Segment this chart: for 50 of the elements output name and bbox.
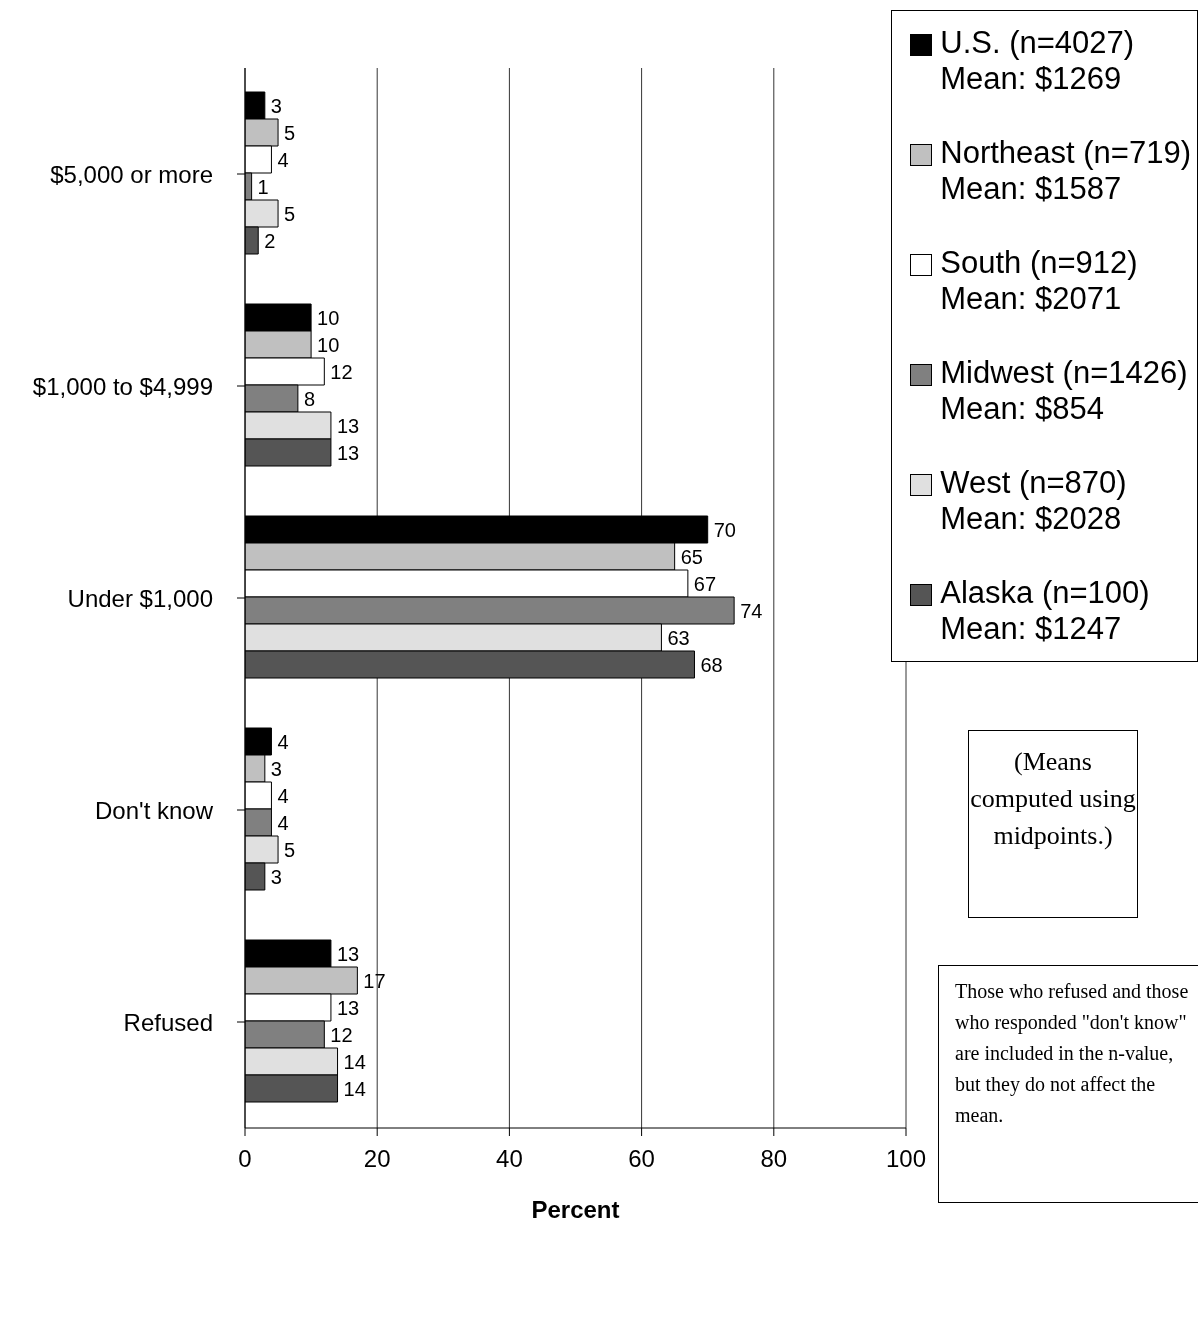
data-label: 14 xyxy=(343,1050,366,1073)
y-tick-label: Under $1,000 xyxy=(67,584,213,612)
data-label: 3 xyxy=(270,757,282,780)
data-label: 13 xyxy=(336,414,360,437)
x-axis-title: Percent xyxy=(531,1196,620,1223)
data-label: 67 xyxy=(693,572,717,595)
data-label: 13 xyxy=(336,942,360,965)
data-label: 5 xyxy=(284,838,296,861)
data-label: 70 xyxy=(713,518,736,541)
legend-label: Northeast (n=719) Mean: $1587 xyxy=(940,135,1191,207)
data-label: 63 xyxy=(667,626,690,649)
x-tick-label: 20 xyxy=(363,1145,391,1173)
data-label: 5 xyxy=(284,121,296,144)
data-label: 65 xyxy=(680,545,703,568)
data-label: 13 xyxy=(336,441,360,464)
y-tick-label: $5,000 or more xyxy=(50,160,213,188)
data-label: 4 xyxy=(277,148,289,171)
y-tick-label: $1,000 to $4,999 xyxy=(32,372,213,400)
y-tick-label: Refused xyxy=(123,1008,213,1036)
y-tick-label: Don't know xyxy=(95,796,214,824)
data-label: 14 xyxy=(343,1077,366,1100)
data-label: 10 xyxy=(317,333,340,356)
x-tick-label: 100 xyxy=(885,1145,927,1173)
text: (Means computed using midpoints.) xyxy=(968,730,1138,918)
data-label: 5 xyxy=(284,202,296,225)
legend-label: Alaska (n=100) Mean: $1247 xyxy=(940,575,1150,647)
data-label: 1 xyxy=(257,175,269,198)
data-label: 17 xyxy=(363,969,386,992)
x-tick-label: 60 xyxy=(628,1145,655,1173)
x-tick-label: 40 xyxy=(496,1145,523,1173)
data-label: 2 xyxy=(264,229,276,252)
data-label: 3 xyxy=(270,865,282,888)
data-label: 4 xyxy=(277,811,289,834)
data-label: 74 xyxy=(740,599,763,622)
data-label: 3 xyxy=(270,94,282,117)
data-label: 12 xyxy=(330,1023,353,1046)
data-label: 10 xyxy=(317,306,340,329)
text: Those who refused and those who responded "don't know" are included in the n-value, but they do not affect the mean. xyxy=(938,965,1198,1203)
data-label: 68 xyxy=(700,653,723,676)
legend-label: U.S. (n=4027) Mean: $1269 xyxy=(940,25,1135,97)
x-tick-label: 0 xyxy=(238,1145,252,1173)
data-label: 4 xyxy=(277,730,289,753)
legend-label: West (n=870) Mean: $2028 xyxy=(940,465,1127,537)
x-tick-label: 80 xyxy=(760,1145,788,1173)
data-label: 13 xyxy=(336,996,360,1019)
legend-label: South (n=912) Mean: $2071 xyxy=(940,245,1138,317)
data-label: 8 xyxy=(303,387,316,410)
data-label: 12 xyxy=(330,360,353,383)
legend-label: Midwest (n=1426) Mean: $854 xyxy=(940,355,1188,427)
data-label: 4 xyxy=(277,784,289,807)
